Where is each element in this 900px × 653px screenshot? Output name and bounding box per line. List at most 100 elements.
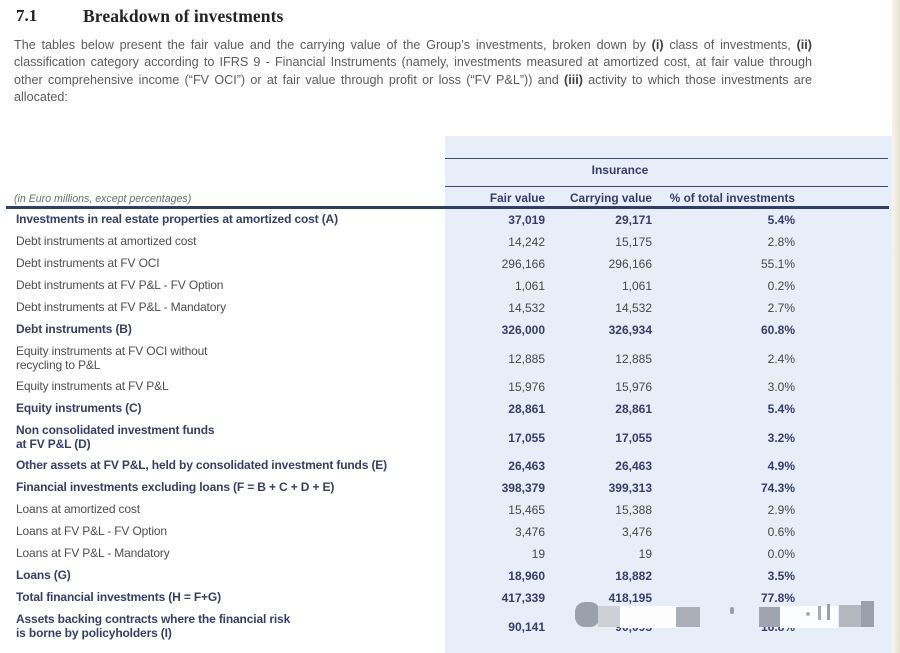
insurance-group-header: Insurance (591, 163, 649, 177)
pct-cell: 0.2% (767, 279, 795, 293)
carrying-value-cell: 15,175 (615, 235, 652, 249)
row-label: Loans at FV P&L - FV Option (16, 524, 167, 539)
table-row: Equity instruments (C) 28,861 28,861 5.4… (0, 398, 900, 420)
pct-cell: 3.5% (767, 569, 795, 583)
intro-text-2: class of investments, (663, 38, 797, 52)
units-note: (in Euro millions, except percentages) (14, 193, 192, 205)
fair-value-cell: 17,055 (508, 430, 545, 445)
carrying-value-cell: 17,055 (615, 430, 652, 445)
row-label: Investments in real estate properties at… (16, 212, 338, 227)
fair-value-cell: 326,000 (501, 323, 545, 337)
fair-value-cell: 14,532 (508, 301, 545, 315)
carrying-value-cell: 326,934 (608, 323, 652, 337)
pct-cell: 0.6% (767, 525, 795, 539)
fair-value-cell: 417,339 (501, 591, 545, 605)
row-label: Debt instruments (B) (16, 322, 132, 337)
fair-value-cell: 19 (531, 547, 545, 561)
redaction-block (780, 606, 838, 628)
pct-cell: 3.0% (767, 380, 795, 394)
pct-cell: 2.7% (767, 301, 795, 315)
page-title: Breakdown of investments (83, 6, 284, 26)
fair-value-cell: 3,476 (514, 525, 545, 539)
redaction-block (575, 602, 600, 627)
column-headers: Fair value Carrying value % of total inv… (0, 191, 900, 206)
intro-bold-iii: (iii) (564, 72, 583, 87)
intro-text-4: activity to which those investments are … (14, 72, 812, 105)
table-row: Other assets at FV P&L, held by consolid… (0, 455, 900, 477)
pct-cell: 5.4% (767, 402, 795, 416)
pct-cell: 2.9% (767, 503, 795, 517)
row-label: Debt instruments at FV P&L - Mandatory (16, 300, 226, 315)
table-row: Equity instruments at FV OCI without rec… (0, 341, 900, 376)
carrying-value-cell: 399,313 (608, 481, 652, 495)
table-row: Equity instruments at FV P&L 15,976 15,9… (0, 376, 900, 398)
row-label: Debt instruments at FV OCI (16, 256, 160, 271)
section-number: 7.1 (16, 6, 38, 25)
row-label: Total financial investments (H = F+G) (16, 590, 221, 605)
carrying-value-cell: 3,476 (621, 525, 652, 539)
row-label: Debt instruments at FV P&L - FV Option (16, 278, 224, 293)
carrying-value-cell: 12,885 (615, 351, 652, 366)
redaction-mark (827, 604, 830, 620)
column-header-fair-value: Fair value (489, 191, 545, 205)
table-row: Financial investments excluding loans (F… (0, 477, 900, 499)
pct-cell: 55.1% (760, 257, 795, 271)
table-row: Non consolidated investment funds at FV … (0, 420, 900, 455)
row-label: Assets backing contracts where the finan… (16, 612, 291, 640)
carrying-value-cell: 28,861 (615, 402, 652, 416)
table-row: Debt instruments at FV P&L - Mandatory 1… (0, 297, 900, 319)
carrying-value-cell: 1,061 (621, 279, 652, 293)
fair-value-cell: 14,242 (508, 235, 545, 249)
carrying-value-cell: 15,976 (615, 380, 652, 394)
table-rows: Investments in real estate properties at… (0, 209, 900, 644)
redaction-mark (806, 612, 810, 616)
intro-bold-i: (i) (651, 38, 664, 52)
fair-value-cell: 37,019 (508, 213, 545, 227)
column-header-carrying-value: Carrying value (570, 191, 652, 205)
fair-value-cell: 26,463 (508, 459, 545, 473)
table-blue-panel (445, 136, 893, 653)
fair-value-cell: 15,976 (508, 380, 545, 394)
table-row: Debt instruments (B) 326,000 326,934 60.… (0, 319, 900, 341)
table-top-rule (445, 158, 888, 160)
pct-cell: 77.8% (760, 591, 795, 605)
table-row: Investments in real estate properties at… (0, 209, 900, 231)
pct-cell: 2.4% (767, 351, 795, 366)
fair-value-cell: 28,861 (508, 402, 545, 416)
redaction-mark (818, 606, 821, 620)
fair-value-cell: 398,379 (501, 481, 545, 495)
pct-cell: 4.9% (767, 459, 795, 473)
pct-cell: 2.8% (767, 235, 795, 249)
carrying-value-cell: 296,166 (608, 257, 652, 271)
fair-value-cell: 18,960 (508, 569, 545, 583)
pct-cell: 5.4% (767, 213, 795, 227)
pct-cell: 0.0% (767, 547, 795, 561)
table-row: Debt instruments at amortized cost 14,24… (0, 231, 900, 253)
table-row: Assets backing contracts where the finan… (0, 609, 900, 644)
fair-value-cell: 12,885 (508, 351, 545, 366)
intro-text-3: classification category according to IFR… (14, 55, 812, 87)
table-row: Loans (G) 18,960 18,882 3.5% (0, 565, 900, 587)
row-label: Equity instruments at FV P&L (16, 379, 169, 394)
fair-value-cell: 296,166 (501, 257, 545, 271)
pct-cell: 60.8% (760, 323, 795, 337)
carrying-value-cell: 15,388 (615, 503, 652, 517)
redaction-block (620, 606, 678, 628)
redaction-block (861, 601, 874, 627)
table-row: Debt instruments at FV P&L - FV Option 1… (0, 275, 900, 297)
row-label: Equity instruments (C) (16, 401, 142, 416)
fair-value-cell: 15,465 (508, 503, 545, 517)
row-label: Debt instruments at amortized cost (16, 234, 197, 249)
row-label: Financial investments excluding loans (F… (16, 480, 335, 495)
carrying-value-cell: 29,171 (615, 213, 652, 227)
table-row: Debt instruments at FV OCI 296,166 296,1… (0, 253, 900, 275)
redaction-mark (730, 607, 734, 614)
intro-paragraph: The tables below present the fair value … (14, 37, 812, 107)
row-label: Loans (G) (16, 568, 71, 583)
table-row: Total financial investments (H = F+G) 41… (0, 587, 900, 609)
table-row: Loans at FV P&L - Mandatory 19 19 0.0% (0, 543, 900, 565)
table-row: Loans at amortized cost 15,465 15,388 2.… (0, 499, 900, 521)
intro-bold-ii: (ii) (796, 38, 812, 52)
row-label: Equity instruments at FV OCI without rec… (16, 344, 208, 372)
